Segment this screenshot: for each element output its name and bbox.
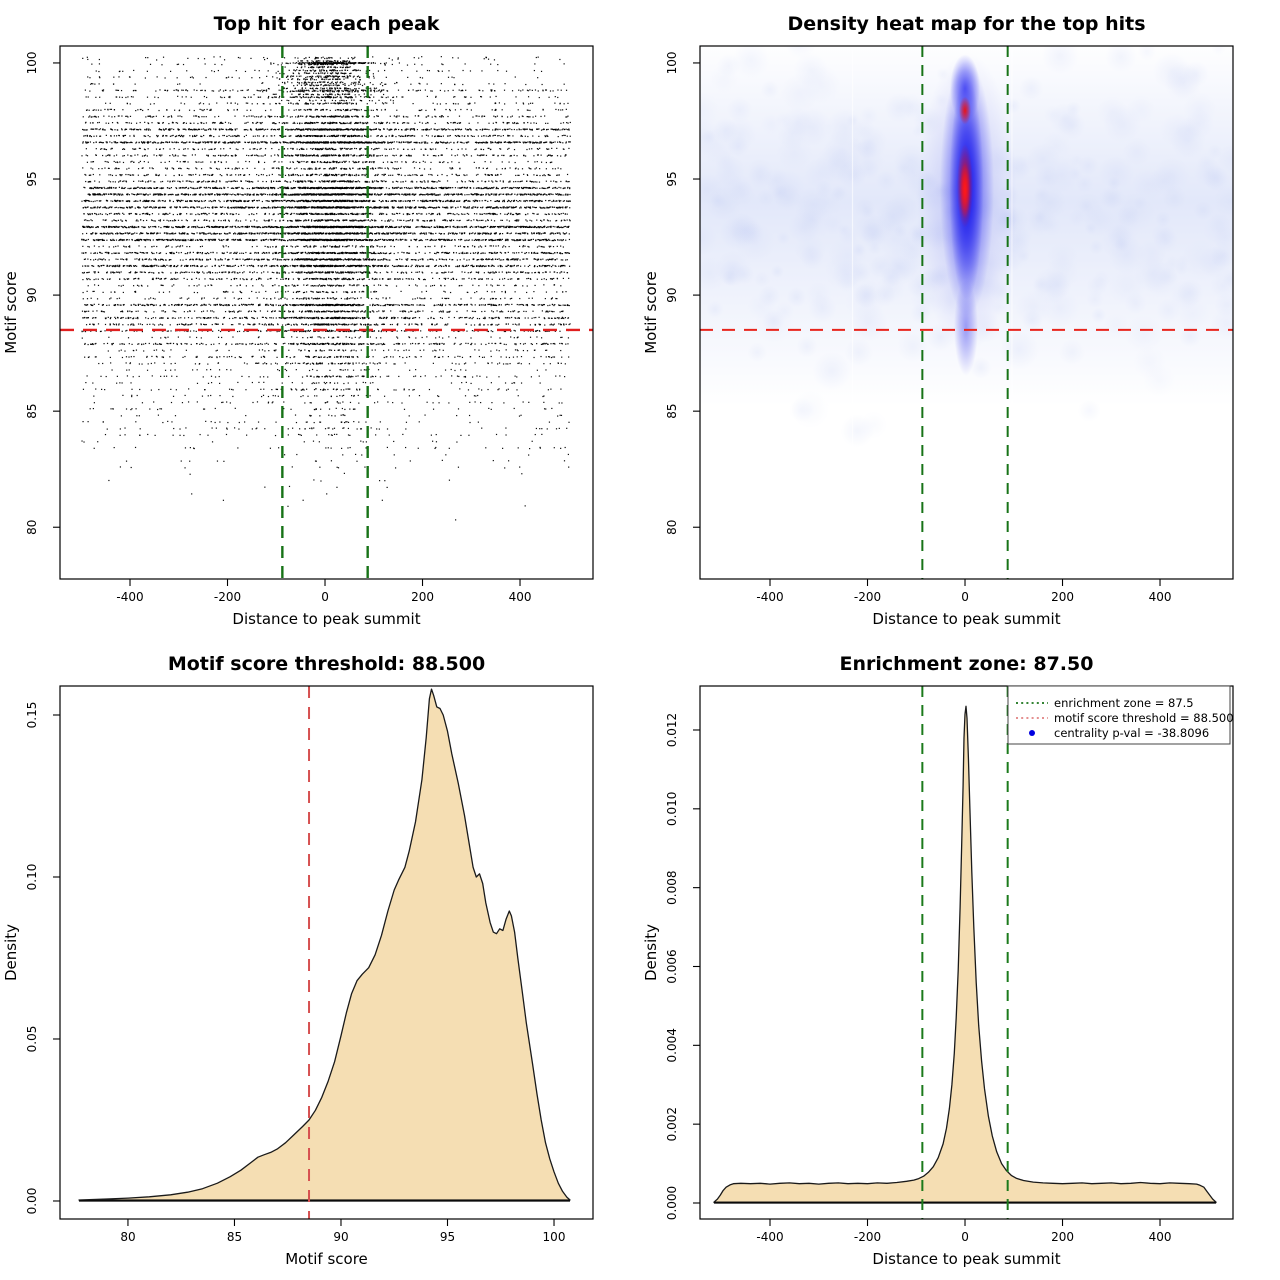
y-axis-label: Density	[2, 924, 20, 981]
x-axis-label: Distance to peak summit	[872, 610, 1060, 628]
x-tick-label: -200	[854, 590, 881, 604]
y-tick-label: 0.010	[665, 792, 679, 826]
chart-title: Top hit for each peak	[214, 13, 440, 35]
x-tick-label: 0	[961, 1230, 969, 1244]
top-hit-heatmap-svg: -400 -200 0 200 400 80 85 90 95 100 Density heat m…	[642, 13, 1234, 628]
x-tick-label: 0	[321, 590, 329, 604]
y-tick-label: 0.006	[665, 949, 679, 983]
x-tick-label: 90	[333, 1230, 348, 1244]
y-tick-label: 0.004	[665, 1028, 679, 1062]
y-tick-label: 0.05	[25, 1026, 39, 1053]
x-tick-label: 95	[440, 1230, 455, 1244]
y-tick-label: 80	[665, 520, 679, 535]
chart-title: Density heat map for the top hits	[787, 13, 1145, 35]
y-tick-label: 95	[25, 171, 39, 186]
x-tick-label: 400	[1149, 1230, 1172, 1244]
plot-box	[699, 45, 1234, 580]
x-axis-label: Distance to peak summit	[232, 610, 420, 628]
x-tick-label: 400	[1149, 590, 1172, 604]
y-tick-label: 0.002	[665, 1107, 679, 1141]
y-axis-label: Motif score	[642, 271, 660, 354]
x-tick-label: 0	[961, 590, 969, 604]
motif-score-density-svg: 80 85 90 95 100 0.00 0.05 0.10 0.15 Motif score t…	[2, 653, 594, 1268]
y-tick-label: 0.10	[25, 864, 39, 891]
y-tick-label: 0.000	[665, 1186, 679, 1220]
legend-swatch-point	[1029, 730, 1035, 736]
y-tick-label: 90	[25, 287, 39, 302]
x-axis-label: Distance to peak summit	[872, 1250, 1060, 1268]
top-hit-scatter-svg: -400 -200 0 200 400 80 85 90 95 100 Top hit for ea…	[2, 13, 594, 628]
x-tick-label: 100	[543, 1230, 566, 1244]
y-axis-label: Motif score	[2, 271, 20, 354]
distance-density-svg: -400 -200 0 200 400 0.000 0.002 0.004 0.006 0.008…	[642, 653, 1234, 1268]
x-tick-label: -400	[756, 1230, 783, 1244]
density-curve	[78, 688, 571, 1201]
legend-label: motif score threshold = 88.500	[1054, 711, 1234, 725]
y-axis-label: Density	[642, 924, 660, 981]
x-tick-label: -400	[116, 590, 143, 604]
x-tick-label: 200	[411, 590, 434, 604]
legend-label: centrality p-val = -38.8096	[1054, 726, 1209, 740]
x-tick-label: -200	[214, 590, 241, 604]
top-hit-scatter-data-layer	[0, 0, 640, 640]
y-tick-label: 90	[665, 287, 679, 302]
y-tick-label: 85	[665, 404, 679, 419]
y-tick-label: 95	[665, 171, 679, 186]
x-tick-label: 400	[509, 590, 532, 604]
y-tick-label: 100	[25, 51, 39, 74]
y-tick-label: 0.00	[25, 1188, 39, 1215]
panel-distance-density: -400 -200 0 200 400 0.000 0.002 0.004 0.006 0.008…	[640, 640, 1280, 1280]
y-tick-label: 85	[25, 404, 39, 419]
panel-density-heatmap: -400 -200 0 200 400 80 85 90 95 100 Density heat m…	[640, 0, 1280, 640]
panel-motif-score-density: 80 85 90 95 100 0.00 0.05 0.10 0.15 Motif score t…	[0, 640, 640, 1280]
x-axis-label: Motif score	[285, 1250, 368, 1268]
x-tick-label: 85	[227, 1230, 242, 1244]
y-tick-label: 80	[25, 520, 39, 535]
y-tick-label: 0.012	[665, 713, 679, 747]
plot-box	[59, 685, 594, 1220]
y-tick-label: 100	[665, 51, 679, 74]
x-tick-label: 200	[1051, 1230, 1074, 1244]
legend-label: enrichment zone = 87.5	[1054, 696, 1194, 710]
x-tick-label: -200	[854, 1230, 881, 1244]
y-tick-label: 0.15	[25, 702, 39, 729]
x-tick-label: 200	[1051, 590, 1074, 604]
x-tick-label: -400	[756, 590, 783, 604]
plot-box	[59, 45, 594, 580]
y-tick-label: 0.008	[665, 870, 679, 904]
chart-title: Enrichment zone: 87.50	[840, 653, 1094, 675]
density-curve	[713, 705, 1217, 1203]
top-hit-heatmap-data-layer	[640, 0, 1280, 640]
x-tick-label: 80	[120, 1230, 135, 1244]
chart-title: Motif score threshold: 88.500	[168, 653, 485, 675]
plot-box	[699, 685, 1234, 1220]
legend-box	[1007, 685, 1231, 745]
panel-top-hit-scatter: -400 -200 0 200 400 80 85 90 95 100 Top hit for ea…	[0, 0, 640, 640]
